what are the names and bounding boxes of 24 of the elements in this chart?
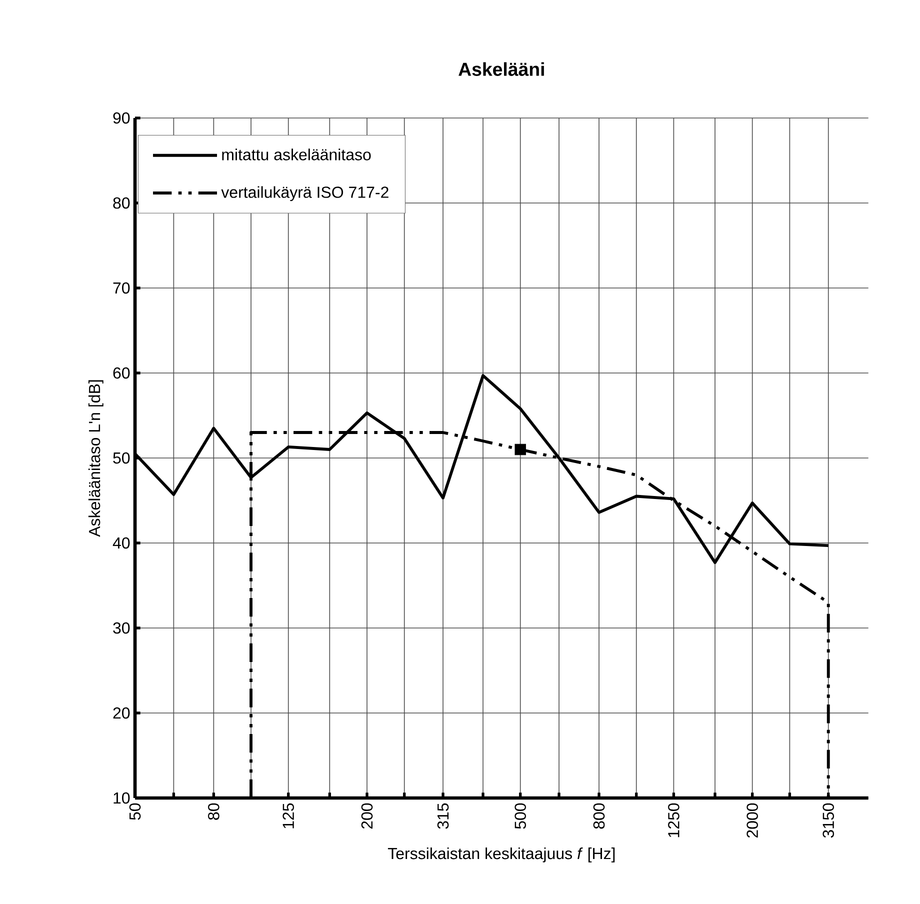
y-tick-label: 80	[113, 197, 130, 209]
x-tick-label: 800	[593, 803, 605, 829]
x-tick-label: 200	[361, 803, 373, 829]
x-tick-label: 125	[282, 803, 294, 828]
legend-label: mitattu askeläänitaso	[222, 148, 371, 160]
y-tick-label: 40	[112, 537, 130, 549]
y-tick-label: 90	[113, 112, 130, 124]
y-tick-label: 30	[113, 622, 130, 634]
y-tick-label: 20	[113, 707, 130, 719]
chart-title: Askelääni	[458, 62, 544, 76]
x-tick-label: 50	[129, 803, 141, 820]
x-tick-label: 315	[437, 803, 449, 829]
y-tick-label: 60	[113, 367, 130, 379]
y-tick-label: 70	[113, 282, 130, 294]
x-tick-label: 500	[514, 803, 526, 829]
x-tick-label: 1250	[668, 803, 680, 838]
y-tick-label: 50	[113, 452, 130, 464]
x-tick-label: 80	[208, 803, 220, 820]
y-tick-label: 10	[114, 792, 130, 804]
y-axis-title: Askeläänitaso L'n [dB]	[88, 380, 104, 537]
legend-label: vertailukäyrä ISO 717-2	[221, 186, 388, 202]
x-tick-label: 3150	[822, 803, 834, 838]
x-tick-label: 2000	[746, 803, 758, 838]
x-axis-title: Terssikaistan keskitaajuus f [Hz]	[388, 847, 615, 862]
